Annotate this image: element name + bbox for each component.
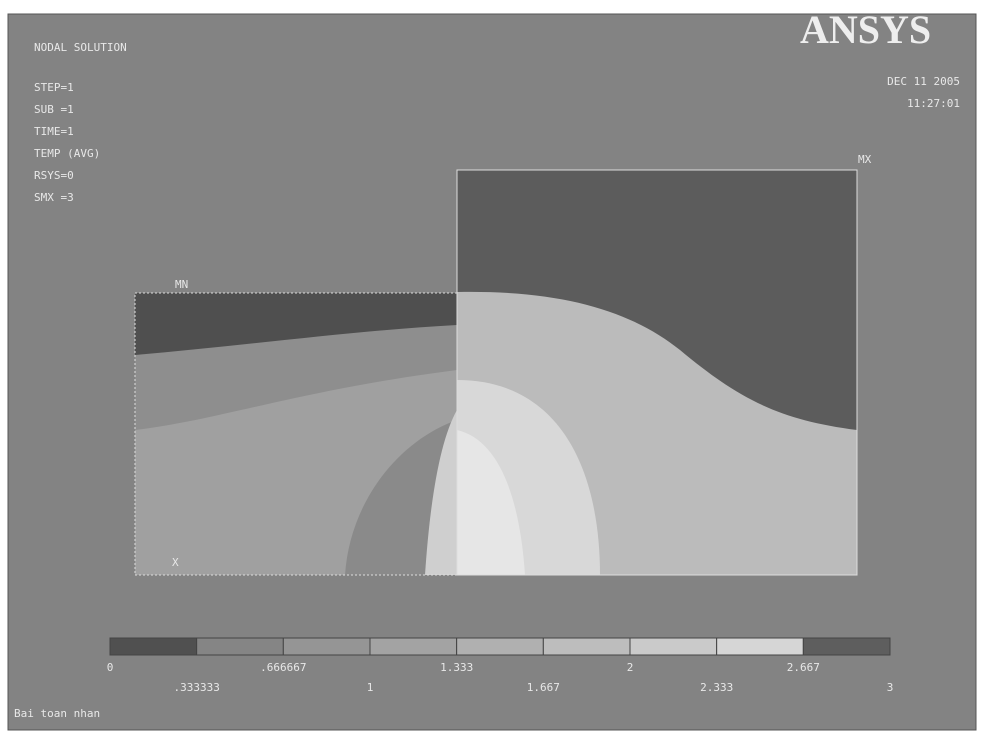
legend-swatch: [196, 637, 284, 656]
legend-swatch: [456, 637, 544, 656]
legend-label: 2.667: [787, 661, 820, 674]
info-line: SMX =3: [34, 191, 74, 204]
legend-swatch: [369, 637, 458, 656]
info-line: TIME=1: [34, 125, 74, 138]
legend-swatch: [542, 637, 631, 656]
axis-label: X: [172, 556, 179, 569]
legend-label: 3: [887, 681, 894, 694]
time: 11:27:01: [907, 97, 960, 110]
legend-label: 2.333: [700, 681, 733, 694]
legend-label: .666667: [260, 661, 306, 674]
date: DEC 11 2005: [887, 75, 960, 88]
legend-label: 1.667: [527, 681, 560, 694]
legend-swatch: [802, 637, 891, 656]
legend-swatch: [716, 637, 804, 656]
legend-swatch: [629, 637, 718, 656]
legend-label: 1.333: [440, 661, 473, 674]
contour-left: [135, 293, 457, 575]
info-line: RSYS=0: [34, 169, 74, 182]
info-line: TEMP (AVG): [34, 147, 100, 160]
legend-swatch: [109, 637, 198, 656]
legend-swatch: [282, 637, 371, 656]
legend-label: .333333: [173, 681, 219, 694]
contour-right: [457, 170, 857, 575]
footer: Bai toan nhan: [14, 707, 100, 720]
legend-label: 0: [107, 661, 114, 674]
logo: ANSYS: [800, 7, 931, 52]
info-line: SUB =1: [34, 103, 74, 116]
title: NODAL SOLUTION: [34, 41, 127, 54]
min-label: MN: [175, 278, 188, 291]
max-label: MX: [858, 153, 872, 166]
legend-label: 1: [367, 681, 374, 694]
info-line: STEP=1: [34, 81, 74, 94]
legend-label: 2: [627, 661, 634, 674]
